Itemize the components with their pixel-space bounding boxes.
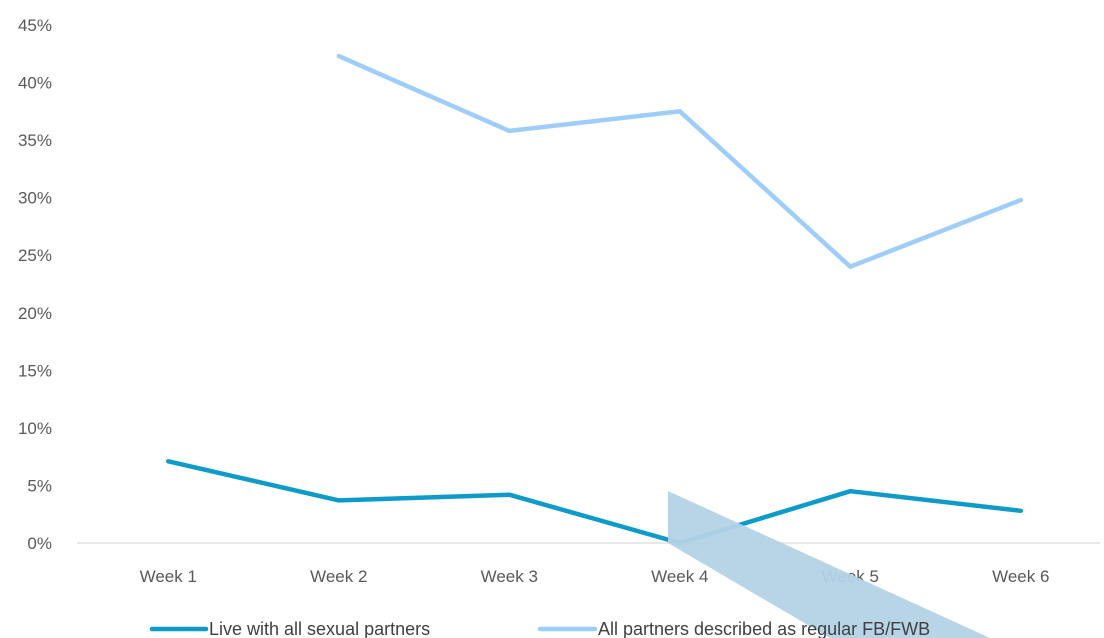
decorative-arrow-shape [668,491,990,638]
x-tick-label: Week 2 [310,567,367,586]
series-lines [166,53,1024,546]
x-tick-label: Week 1 [140,567,197,586]
y-tick-label: 15% [18,361,52,380]
x-tick-label: Week 4 [651,567,708,586]
y-tick-label: 20% [18,304,52,323]
y-tick-label: 40% [18,74,52,93]
y-tick-label: 25% [18,246,52,265]
y-tick-label: 10% [18,419,52,438]
legend: Live with all sexual partners All partner… [149,619,930,638]
x-tick-label: Week 3 [481,567,538,586]
series-line-1 [166,459,1024,546]
y-tick-label: 35% [18,131,52,150]
legend-label: All partners described as regular FB/FWB [598,619,930,638]
y-tick-label: 30% [18,189,52,208]
y-tick-label: 45% [18,16,52,35]
x-tick-label: Week 6 [992,567,1049,586]
y-axis-labels: 0% 5% 10% 15% 20% 25% 30% 35% 40% 45% [18,16,52,553]
legend-label: Live with all sexual partners [209,619,430,638]
y-tick-label: 5% [27,476,52,495]
y-tick-label: 0% [27,534,52,553]
series-line-2 [336,53,1024,269]
